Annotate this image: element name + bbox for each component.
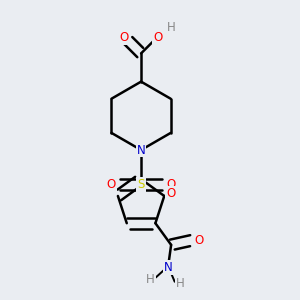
Text: H: H [167, 21, 175, 34]
Text: H: H [146, 272, 155, 286]
Text: O: O [153, 31, 162, 44]
Text: O: O [120, 31, 129, 44]
Text: O: O [194, 234, 203, 247]
Text: O: O [166, 187, 176, 200]
Text: O: O [166, 178, 176, 191]
Text: S: S [137, 178, 145, 191]
Text: N: N [164, 261, 172, 274]
Text: O: O [107, 178, 116, 191]
Text: H: H [176, 277, 184, 290]
Text: N: N [137, 143, 146, 157]
